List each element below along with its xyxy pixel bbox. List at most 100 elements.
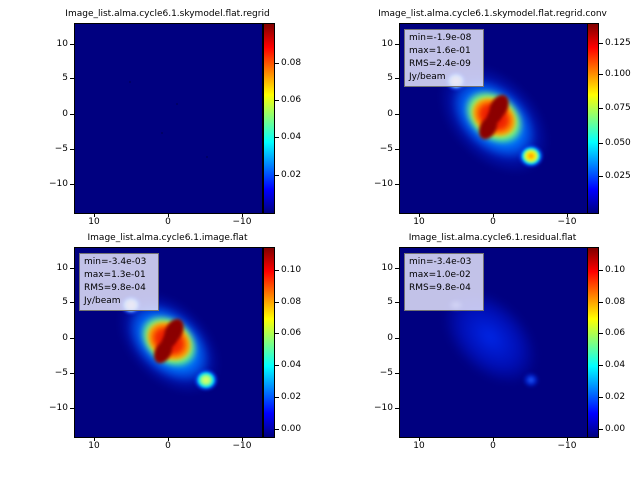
y-tick-label: 10: [56, 262, 68, 273]
x-tick-label: 10: [413, 217, 425, 227]
stat-max: max=1.3e-01: [84, 270, 146, 280]
colorbar-tick-label: 0.04: [605, 360, 626, 371]
colorbar-tick-mark: [275, 397, 279, 399]
image-plot-skymodel: [74, 23, 263, 214]
x-tick-label: 0: [490, 217, 496, 227]
model-point-speck: [205, 156, 208, 159]
colorbar-tick-mark: [599, 397, 603, 399]
y-tick-mark: [70, 408, 74, 410]
x-tick-mark: [493, 437, 494, 441]
colorbar: [263, 247, 275, 438]
y-tick-mark: [70, 184, 74, 186]
y-tick-label: −10: [374, 179, 393, 190]
colorbar-tick-label: 0.00: [281, 424, 302, 435]
x-tick-mark: [168, 213, 169, 217]
stats-annotation-box: min=-3.4e-03 max=1.3e-01 RMS=9.8e-04 Jy/…: [79, 253, 159, 311]
x-tick-label: −10: [232, 441, 252, 451]
y-tick-label: 0: [62, 108, 68, 119]
y-tick-mark: [70, 113, 74, 115]
colorbar-tick-label: 0.08: [281, 296, 302, 307]
colorbar-tick-label: 0.04: [281, 360, 302, 371]
point-source-lower: [193, 368, 219, 392]
colorbar-tick-label: 0.06: [281, 328, 302, 338]
colorbar-tick-mark: [275, 301, 279, 303]
colorbar-tick-mark: [275, 62, 279, 64]
y-tick-mark: [395, 78, 399, 80]
colorbar-tick-mark: [275, 269, 279, 271]
colorbar-tick-label: 0.06: [281, 94, 302, 105]
colorbar-tick-label: 0.04: [281, 132, 302, 143]
y-tick-label: 0: [387, 108, 393, 119]
stats-annotation-box: min=-1.9e-08 max=1.6e-01 RMS=2.4e-09 Jy/…: [404, 29, 484, 87]
colorbar-tick-mark: [275, 137, 279, 139]
y-tick-label: 5: [387, 73, 393, 84]
colorbar: [587, 23, 599, 214]
y-tick-mark: [395, 113, 399, 115]
colorbar-tick-label: 0.02: [605, 392, 626, 403]
x-tick-mark: [567, 213, 568, 217]
y-tick-label: 0: [62, 332, 68, 343]
stat-unit: Jy/beam: [84, 296, 121, 306]
panel-title: Image_list.alma.cycle6.1.skymodel.flat.r…: [378, 9, 607, 19]
colorbar-tick-label: 0.050: [605, 138, 631, 148]
y-tick-label: 10: [381, 38, 393, 49]
x-tick-label: 10: [88, 217, 100, 227]
image-plot-restored: min=-3.4e-03 max=1.3e-01 RMS=9.8e-04 Jy/…: [74, 247, 263, 438]
colorbar-tick-mark: [599, 365, 603, 367]
y-tick-mark: [395, 408, 399, 410]
y-tick-label: 10: [56, 38, 68, 49]
panel-title: Image_list.alma.cycle6.1.skymodel.flat.r…: [65, 9, 270, 19]
point-source-lower: [517, 143, 544, 168]
model-point-speck: [161, 131, 164, 134]
colorbar-tick-mark: [599, 43, 603, 44]
colorbar: [587, 247, 599, 438]
stat-max: max=1.0e-02: [409, 270, 471, 280]
x-tick-mark: [168, 437, 169, 441]
y-tick-label: −10: [49, 179, 68, 190]
x-tick-mark: [567, 437, 568, 441]
y-tick-label: −5: [379, 144, 393, 155]
y-tick-mark: [395, 267, 399, 269]
colorbar-tick-mark: [599, 143, 603, 144]
colorbar-tick-label: 0.08: [281, 57, 302, 68]
colorbar-tick-label: 0.125: [605, 38, 631, 48]
y-tick-mark: [70, 302, 74, 304]
colorbar-tick-label: 0.10: [281, 264, 302, 275]
y-tick-label: −5: [54, 144, 68, 155]
y-tick-mark: [70, 78, 74, 80]
x-tick-label: 0: [490, 441, 496, 451]
stat-min: min=-3.4e-03: [84, 257, 147, 267]
colorbar-tick-mark: [599, 108, 603, 110]
colorbar-tick-mark: [599, 269, 603, 271]
colorbar: [263, 23, 275, 214]
x-tick-label: −10: [557, 441, 577, 451]
colorbar-tick-mark: [599, 176, 603, 178]
colorbar-tick-label: 0.075: [605, 103, 631, 114]
colorbar-tick-mark: [275, 175, 279, 177]
stat-rms: RMS=9.8e-04: [409, 283, 471, 293]
y-tick-label: 5: [387, 297, 393, 308]
y-tick-mark: [70, 337, 74, 339]
y-tick-label: −10: [374, 403, 393, 414]
y-tick-label: −5: [379, 368, 393, 379]
colorbar-tick-mark: [599, 301, 603, 303]
panel-title: Image_list.alma.cycle6.1.residual.flat: [408, 233, 577, 243]
model-point-speck: [129, 80, 132, 83]
y-tick-mark: [395, 373, 399, 375]
y-tick-mark: [395, 337, 399, 339]
y-tick-label: 5: [62, 297, 68, 308]
x-tick-label: 0: [165, 441, 171, 451]
colorbar-tick-mark: [275, 429, 279, 431]
colorbar-tick-mark: [599, 333, 603, 334]
panel-title: Image_list.alma.cycle6.1.image.flat: [87, 233, 248, 243]
stat-rms: RMS=2.4e-09: [409, 59, 471, 69]
x-tick-mark: [242, 437, 243, 441]
y-tick-mark: [70, 149, 74, 151]
y-tick-label: −5: [54, 368, 68, 379]
y-tick-label: 10: [381, 262, 393, 273]
x-tick-label: −10: [557, 217, 577, 227]
y-tick-label: 0: [387, 332, 393, 343]
colorbar-tick-label: 0.10: [605, 264, 626, 275]
colorbar-tick-label: 0.100: [605, 69, 631, 79]
stat-unit: Jy/beam: [409, 72, 446, 82]
